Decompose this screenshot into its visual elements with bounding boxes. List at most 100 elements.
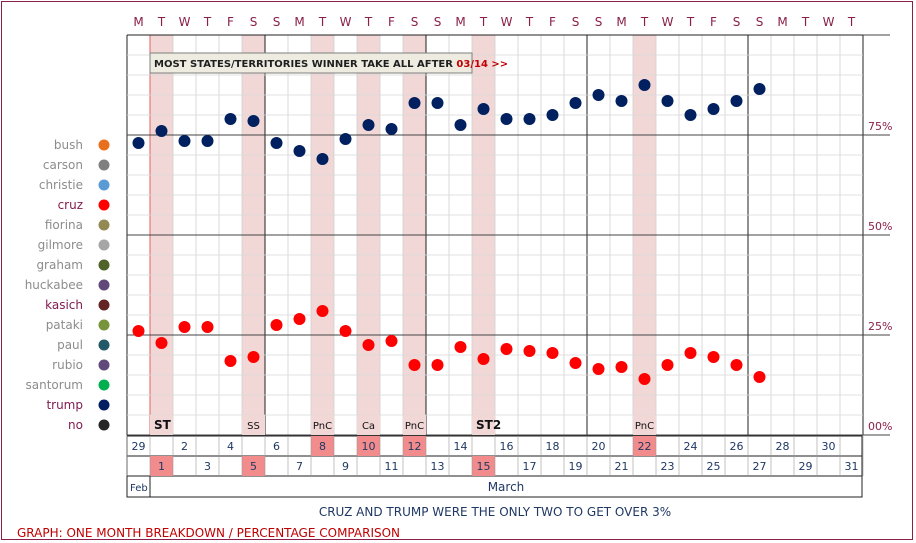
weekday-header-label: T: [801, 15, 810, 29]
legend-marker-fiorina: [98, 219, 110, 231]
legend-label-rubio: rubio: [52, 358, 83, 372]
legend-marker-cruz: [98, 199, 110, 211]
month-label-feb: Feb: [130, 483, 148, 494]
date-label-bottom: 15: [477, 460, 491, 473]
date-label-top: 12: [408, 440, 422, 453]
annotation-date: 03/14 >>: [456, 59, 508, 70]
legend-marker-graham: [98, 259, 110, 271]
date-highlight-day-15: [472, 456, 495, 476]
trump-point: [569, 97, 582, 109]
cruz-point: [247, 351, 260, 363]
trump-point: [592, 89, 605, 101]
trump-point: [247, 115, 260, 127]
legend-marker-paul: [98, 339, 110, 351]
month-label-march: March: [488, 480, 525, 494]
legend-marker-no: [98, 419, 110, 431]
chart-subtitle: CRUZ AND TRUMP WERE THE ONLY TWO TO GET …: [319, 505, 671, 519]
date-label-top: 22: [638, 440, 652, 453]
event-cell-day-10: [357, 415, 380, 435]
legend-label-paul: paul: [57, 338, 83, 352]
trump-point: [638, 79, 651, 91]
event-cell-day-12: [403, 415, 426, 435]
date-label-top: 8: [319, 440, 326, 453]
legend-label-trump: trump: [46, 398, 83, 412]
date-label-top: 10: [362, 440, 376, 453]
weekday-header-label: T: [318, 15, 327, 29]
weekday-header-label: F: [227, 15, 234, 29]
trump-point: [362, 119, 375, 131]
legend-label-fiorina: fiorina: [45, 218, 83, 232]
legend-label-santorum: santorum: [26, 378, 84, 392]
date-label-bottom: 21: [615, 460, 629, 473]
weekday-header-label: T: [203, 15, 212, 29]
trump-point: [615, 95, 628, 107]
cruz-point: [385, 335, 398, 347]
date-label-top: 26: [730, 440, 744, 453]
weekday-header-label: W: [501, 15, 513, 29]
weekday-header-label: T: [364, 15, 373, 29]
trump-point: [316, 153, 329, 165]
legend-marker-huckabee: [98, 279, 110, 291]
weekday-header-label: T: [479, 15, 488, 29]
cruz-point: [178, 321, 191, 333]
weekday-header-label: S: [411, 15, 419, 29]
legend-marker-santorum: [98, 379, 110, 391]
date-label-top: 24: [684, 440, 698, 453]
legend-marker-pataki: [98, 319, 110, 331]
date-highlight-day-12: [403, 436, 426, 456]
trump-point: [270, 137, 283, 149]
weekday-header-label: M: [294, 15, 304, 29]
weekday-header-label: S: [595, 15, 603, 29]
trump-point: [546, 109, 559, 121]
trump-point: [523, 113, 536, 125]
date-label-bottom: 17: [523, 460, 537, 473]
trump-point: [224, 113, 237, 125]
legend-marker-kasich: [98, 299, 110, 311]
cruz-point: [477, 353, 490, 365]
trump-point: [753, 83, 766, 95]
weekday-header-label: M: [455, 15, 465, 29]
trump-point: [454, 119, 467, 131]
weekday-header-label: W: [340, 15, 352, 29]
trump-point: [661, 95, 674, 107]
date-label-bottom: 11: [385, 460, 399, 473]
weekday-header-label: M: [133, 15, 143, 29]
date-label-top: 29: [132, 440, 146, 453]
weekday-header-label: W: [823, 15, 835, 29]
trump-point: [132, 137, 145, 149]
weekday-header-label: F: [549, 15, 556, 29]
legend-label-cruz: cruz: [58, 198, 83, 212]
date-label-bottom: 1: [158, 460, 165, 473]
trump-point: [408, 97, 421, 109]
cruz-point: [293, 313, 306, 325]
cruz-point: [615, 361, 628, 373]
annotation-box: [149, 52, 473, 74]
cruz-point: [684, 347, 697, 359]
y-tick-label: 50%: [868, 220, 892, 233]
date-highlight-day-22: [633, 436, 656, 456]
event-label-pnc: PnC: [635, 421, 654, 432]
weekday-header-label: T: [686, 15, 695, 29]
event-label-pnc: PnC: [405, 421, 424, 432]
trump-point: [201, 135, 214, 147]
legend-label-bush: bush: [54, 138, 83, 152]
cruz-point: [500, 343, 513, 355]
weekday-header-label: M: [616, 15, 626, 29]
weekday-header-label: S: [756, 15, 764, 29]
date-highlight-day-10: [357, 436, 380, 456]
cruz-point: [362, 339, 375, 351]
weekday-header-label: T: [525, 15, 534, 29]
trump-point: [684, 109, 697, 121]
event-cell-day-8: [311, 415, 334, 435]
cruz-point: [638, 373, 651, 385]
legend-marker-gilmore: [98, 239, 110, 251]
legend-marker-trump: [98, 399, 110, 411]
legend-label-pataki: pataki: [46, 318, 83, 332]
weekday-header-label: S: [250, 15, 258, 29]
event-cell-day-15: [472, 415, 495, 435]
date-label-top: 20: [592, 440, 606, 453]
date-label-top: 6: [273, 440, 280, 453]
weekday-header-label: F: [388, 15, 395, 29]
date-label-bottom: 19: [569, 460, 583, 473]
trump-point: [155, 125, 168, 137]
